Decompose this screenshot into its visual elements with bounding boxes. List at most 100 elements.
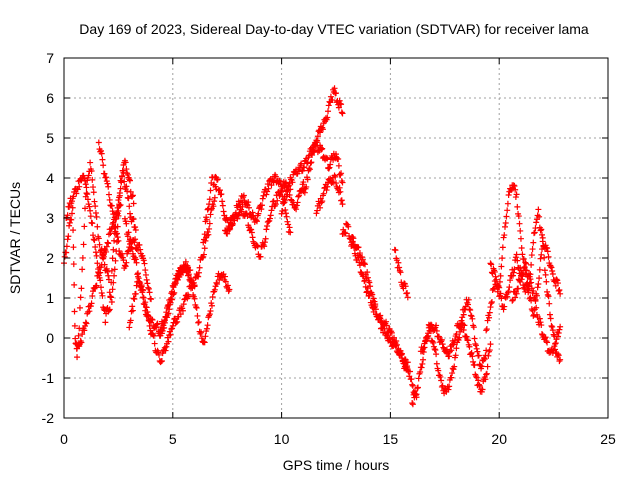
data-point-marker xyxy=(282,206,289,213)
y-axis-label: SDTVAR / TECUs xyxy=(7,182,23,294)
data-point-marker xyxy=(514,203,521,210)
chart-title: Day 169 of 2023, Sidereal Day-to-day VTE… xyxy=(79,21,589,37)
data-point-marker xyxy=(168,326,175,333)
data-point-marker xyxy=(145,312,152,319)
data-point-marker xyxy=(210,203,217,210)
data-point-marker xyxy=(141,260,148,267)
data-point-marker xyxy=(529,246,536,253)
data-point-marker xyxy=(397,269,404,276)
data-point-marker xyxy=(82,205,89,212)
data-point-marker xyxy=(503,213,510,220)
data-point-marker xyxy=(145,285,152,292)
data-point-marker xyxy=(70,193,77,200)
data-point-marker xyxy=(262,235,269,242)
data-point-marker xyxy=(453,345,460,352)
data-point-marker xyxy=(404,364,411,371)
y-tick-label: 1 xyxy=(46,290,54,306)
data-point-marker xyxy=(167,331,174,338)
data-point-marker xyxy=(111,272,118,279)
data-point-marker xyxy=(549,270,556,277)
data-point-marker xyxy=(440,344,447,351)
data-point-marker xyxy=(83,184,90,191)
data-point-marker xyxy=(448,374,455,381)
data-point-marker xyxy=(418,364,425,371)
data-point-marker xyxy=(90,189,97,196)
data-point-marker xyxy=(200,338,207,345)
data-point-marker xyxy=(104,180,111,187)
data-point-marker xyxy=(200,251,207,258)
data-point-marker xyxy=(146,289,153,296)
data-point-marker xyxy=(269,177,276,184)
x-tick-label: 25 xyxy=(600,431,616,447)
data-point-marker xyxy=(351,244,358,251)
data-point-marker xyxy=(127,210,134,217)
data-point-marker xyxy=(544,288,551,295)
data-point-marker xyxy=(537,227,544,234)
data-point-marker xyxy=(414,385,421,392)
data-point-marker xyxy=(549,327,556,334)
data-point-marker xyxy=(543,278,550,285)
data-point-marker xyxy=(527,276,534,283)
series-trace-l xyxy=(313,172,346,217)
data-point-marker xyxy=(100,162,107,169)
data-point-marker xyxy=(118,177,125,184)
y-tick-label: 4 xyxy=(46,170,54,186)
data-point-marker xyxy=(198,335,205,342)
data-point-marker xyxy=(289,179,296,186)
data-point-marker xyxy=(398,351,405,358)
data-point-marker xyxy=(100,255,107,262)
data-point-marker xyxy=(130,200,137,207)
data-point-marker xyxy=(323,187,330,194)
data-point-marker xyxy=(476,382,483,389)
data-point-marker xyxy=(539,234,546,241)
data-point-marker xyxy=(102,319,109,326)
data-point-marker xyxy=(79,331,86,338)
data-point-marker xyxy=(208,300,215,307)
data-point-marker xyxy=(193,304,200,311)
data-point-marker xyxy=(76,183,83,190)
data-point-marker xyxy=(133,259,140,266)
data-point-marker xyxy=(552,340,559,347)
data-point-marker xyxy=(149,316,156,323)
data-point-marker xyxy=(528,261,535,268)
data-point-marker xyxy=(132,224,139,231)
data-point-marker xyxy=(435,367,442,374)
data-point-marker xyxy=(93,282,100,289)
data-point-marker xyxy=(336,184,343,191)
data-point-marker xyxy=(530,239,537,246)
data-point-marker xyxy=(206,196,213,203)
data-point-marker xyxy=(294,199,301,206)
data-point-marker xyxy=(535,206,542,213)
data-point-marker xyxy=(544,339,551,346)
data-point-marker xyxy=(122,159,129,166)
data-point-marker xyxy=(544,245,551,252)
data-point-marker xyxy=(276,177,283,184)
data-point-marker xyxy=(506,284,513,291)
data-point-marker xyxy=(250,213,257,220)
series-trace-d xyxy=(95,139,155,303)
x-tick-label: 5 xyxy=(169,431,177,447)
data-point-marker xyxy=(70,244,77,251)
data-point-marker xyxy=(169,296,176,303)
data-point-marker xyxy=(314,133,321,140)
data-point-marker xyxy=(158,357,165,364)
data-point-marker xyxy=(204,322,211,329)
data-point-marker xyxy=(109,208,116,215)
data-point-marker xyxy=(92,249,99,256)
data-point-marker xyxy=(185,272,192,279)
data-point-marker xyxy=(468,349,475,356)
data-point-marker xyxy=(534,284,541,291)
data-point-marker xyxy=(201,231,208,238)
data-point-marker xyxy=(105,191,112,198)
data-point-marker xyxy=(333,90,339,97)
data-point-marker xyxy=(267,212,274,219)
data-point-marker xyxy=(433,351,440,358)
data-point-marker xyxy=(66,222,73,229)
data-point-marker xyxy=(488,300,495,307)
data-point-marker xyxy=(145,284,152,291)
data-point-marker xyxy=(101,170,108,177)
data-point-marker xyxy=(556,358,563,365)
data-point-marker xyxy=(89,220,96,227)
data-point-marker xyxy=(143,304,150,311)
data-point-marker xyxy=(115,237,122,244)
